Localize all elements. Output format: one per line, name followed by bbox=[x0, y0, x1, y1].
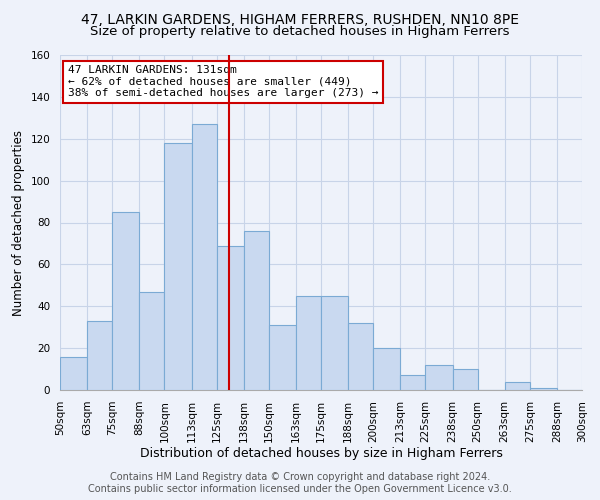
Y-axis label: Number of detached properties: Number of detached properties bbox=[12, 130, 25, 316]
Text: 47, LARKIN GARDENS, HIGHAM FERRERS, RUSHDEN, NN10 8PE: 47, LARKIN GARDENS, HIGHAM FERRERS, RUSH… bbox=[81, 12, 519, 26]
Text: Contains HM Land Registry data © Crown copyright and database right 2024.
Contai: Contains HM Land Registry data © Crown c… bbox=[88, 472, 512, 494]
Text: Size of property relative to detached houses in Higham Ferrers: Size of property relative to detached ho… bbox=[90, 25, 510, 38]
Bar bbox=[321, 296, 348, 390]
Bar bbox=[139, 292, 164, 390]
Bar bbox=[112, 212, 139, 390]
Bar bbox=[373, 348, 400, 390]
Text: 47 LARKIN GARDENS: 131sqm
← 62% of detached houses are smaller (449)
38% of semi: 47 LARKIN GARDENS: 131sqm ← 62% of detac… bbox=[68, 65, 379, 98]
Bar bbox=[530, 388, 557, 390]
Bar bbox=[296, 296, 321, 390]
Bar bbox=[348, 323, 373, 390]
Bar bbox=[87, 321, 112, 390]
Bar bbox=[217, 246, 244, 390]
Bar bbox=[164, 143, 191, 390]
Bar bbox=[425, 365, 452, 390]
Bar bbox=[400, 376, 425, 390]
Bar bbox=[244, 231, 269, 390]
Bar bbox=[269, 325, 296, 390]
Bar bbox=[60, 356, 87, 390]
Bar bbox=[452, 369, 478, 390]
Bar bbox=[505, 382, 530, 390]
X-axis label: Distribution of detached houses by size in Higham Ferrers: Distribution of detached houses by size … bbox=[140, 448, 502, 460]
Bar bbox=[191, 124, 217, 390]
